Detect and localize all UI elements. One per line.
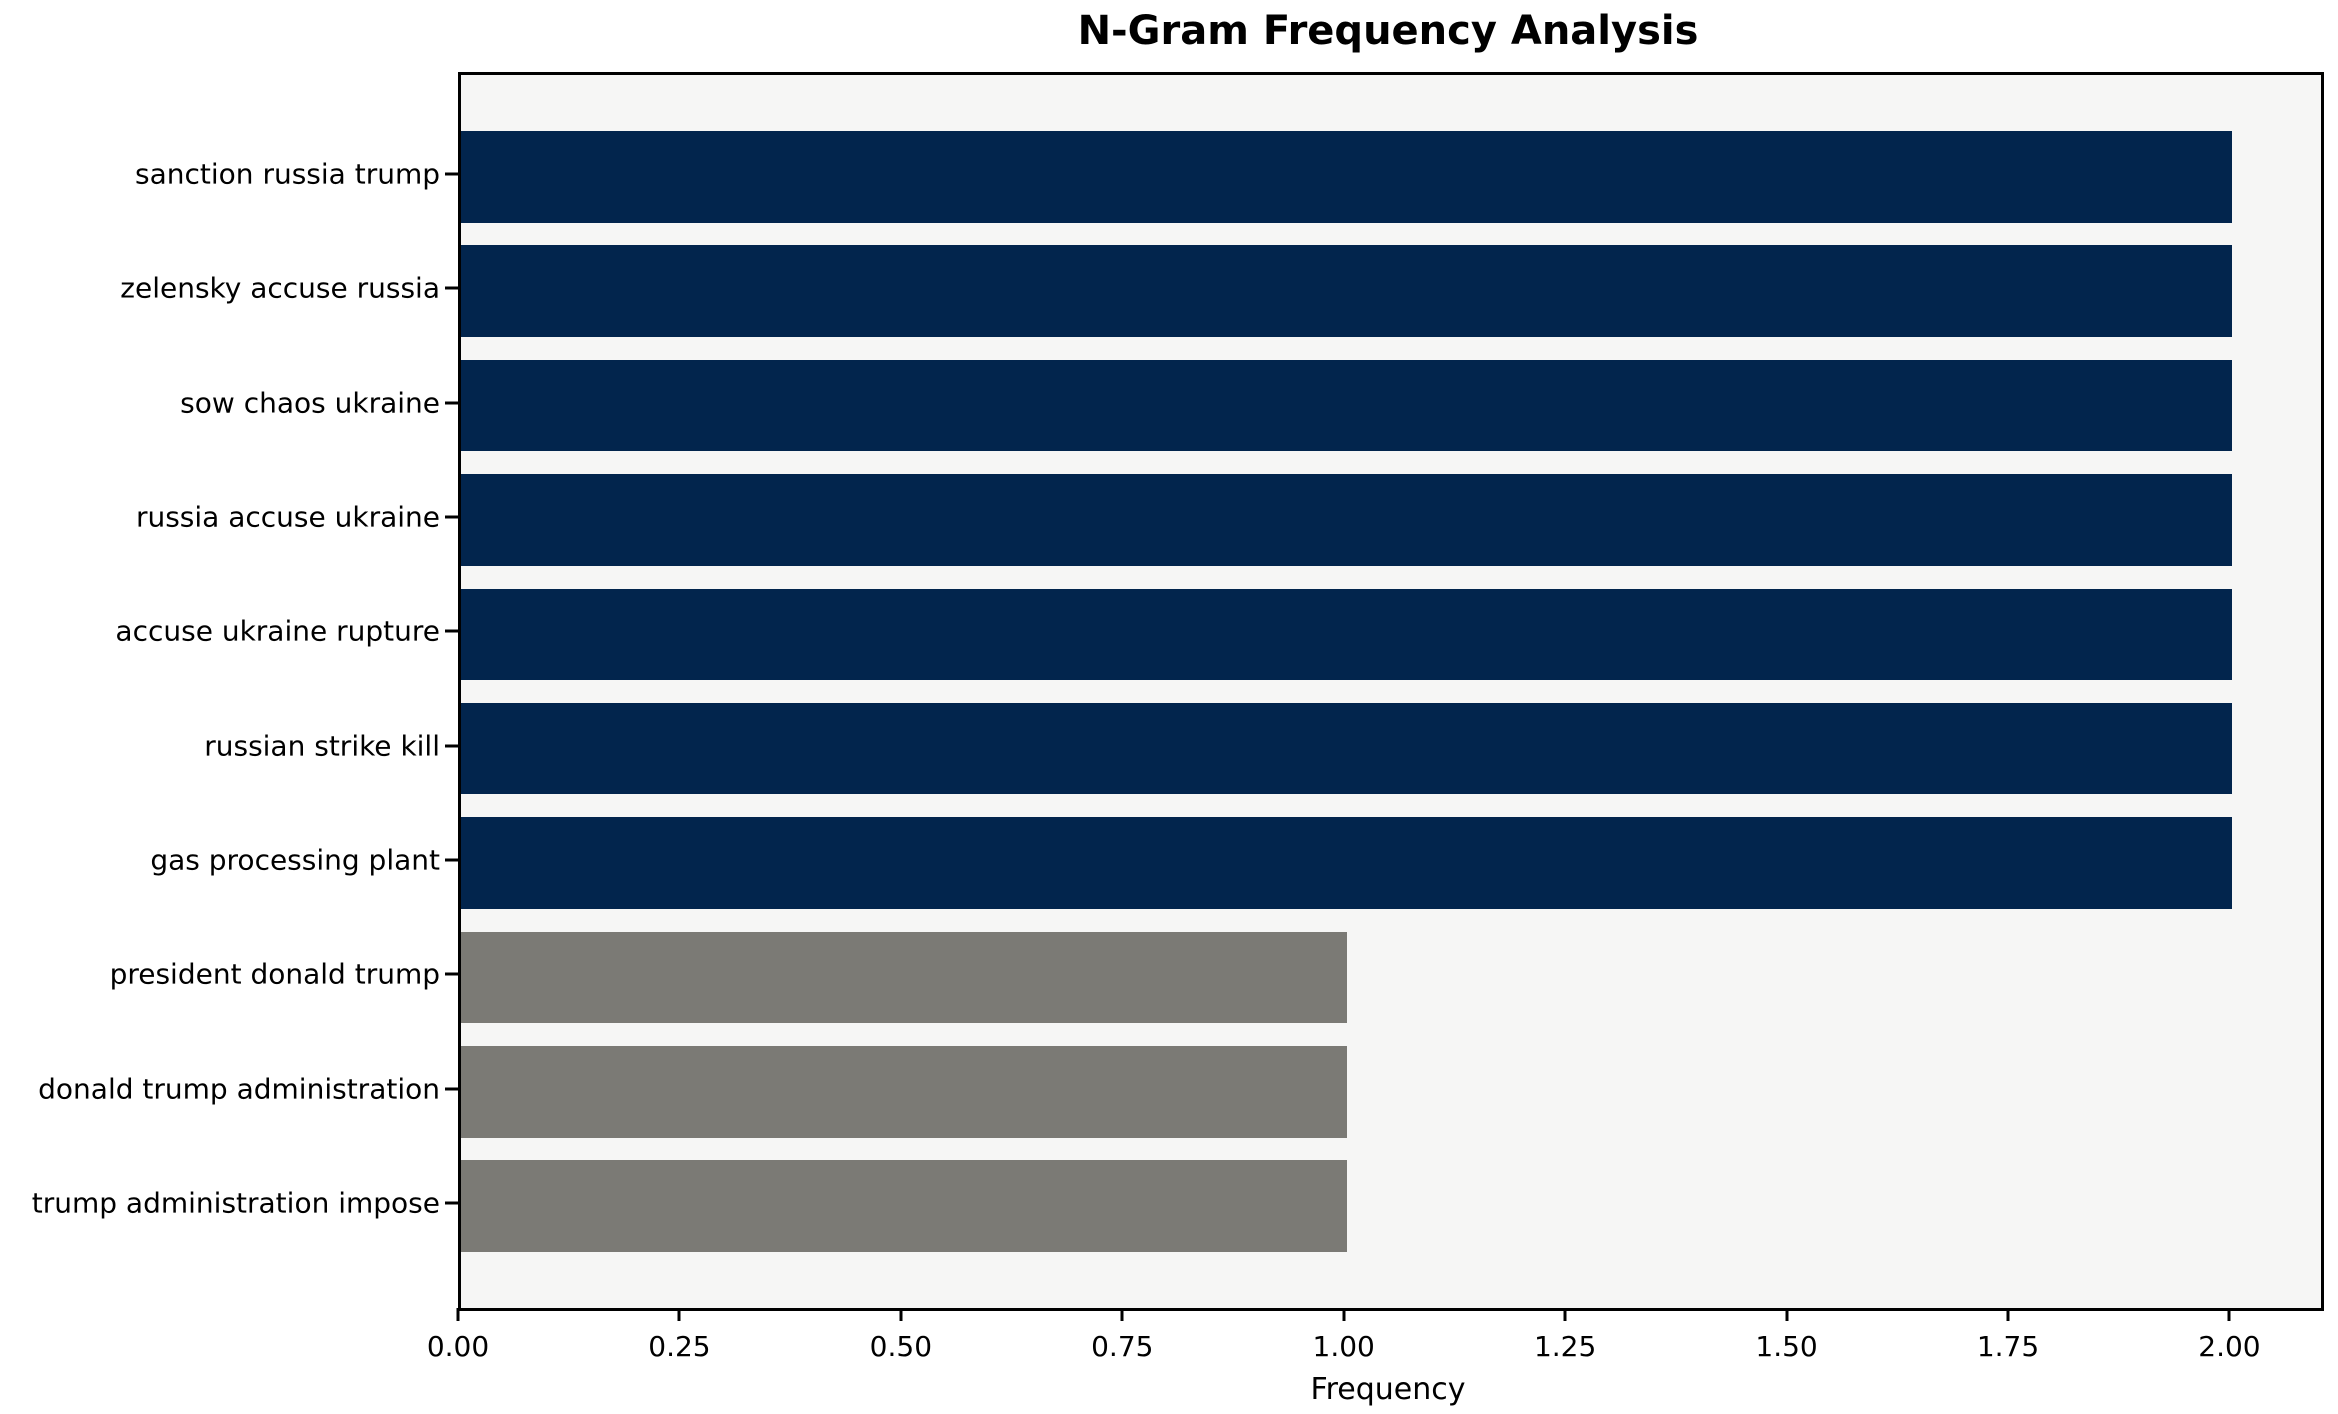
x-tick-mark [1563, 1308, 1567, 1321]
y-tick-label: russia accuse ukraine [135, 500, 440, 534]
bar-accuse-ukraine-rupture [461, 588, 2233, 681]
x-tick-label: 1.25 [1533, 1330, 1597, 1363]
x-tick-label: 0.25 [648, 1330, 711, 1363]
y-tick-label: accuse ukraine rupture [115, 614, 440, 648]
y-tick-mark [445, 629, 458, 633]
x-tick-mark [1785, 1308, 1789, 1321]
x-tick-label: 0.50 [869, 1330, 933, 1363]
x-tick-mark [456, 1308, 460, 1321]
y-tick-label: gas processing plant [150, 843, 440, 877]
y-tick-mark [445, 744, 458, 748]
y-tick-mark [445, 172, 458, 176]
y-tick-mark [445, 858, 458, 862]
y-tick-mark [445, 401, 458, 405]
bar-president-donald-trump [461, 931, 1347, 1024]
y-tick-label: trump administration impose [31, 1186, 440, 1220]
y-tick-label: russian strike kill [204, 729, 440, 763]
x-tick-mark [899, 1308, 903, 1321]
x-tick-label: 2.00 [2198, 1330, 2261, 1363]
y-tick-mark [445, 972, 458, 976]
x-tick-label: 1.75 [1976, 1330, 2040, 1363]
x-tick-label: 1.00 [1312, 1330, 1375, 1363]
y-tick-label: donald trump administration [38, 1072, 440, 1106]
x-tick-mark [2227, 1308, 2231, 1321]
y-tick-label: zelensky accuse russia [120, 271, 440, 305]
x-tick-mark [1120, 1308, 1124, 1321]
chart-title: N-Gram Frequency Analysis [1077, 8, 1699, 54]
y-tick-mark [445, 515, 458, 519]
y-tick-label: sow chaos ukraine [180, 386, 440, 420]
bar-trump-administration-impose [461, 1160, 1347, 1252]
bar-russia-accuse-ukraine [461, 474, 2233, 566]
x-tick-mark [1342, 1308, 1346, 1321]
x-tick-label: 0.75 [1091, 1330, 1154, 1363]
y-tick-mark [445, 286, 458, 290]
y-tick-mark [445, 1201, 458, 1205]
bar-sow-chaos-ukraine [461, 359, 2233, 452]
x-tick-label: 0.00 [426, 1330, 490, 1363]
x-tick-mark [2006, 1308, 2010, 1321]
bar-gas-processing-plant [461, 817, 2233, 909]
plot-area [458, 72, 2324, 1311]
y-tick-label: sanction russia trump [135, 157, 440, 191]
x-tick-mark [677, 1308, 681, 1321]
bar-sanction-russia-trump [461, 131, 2233, 223]
y-tick-mark [445, 1087, 458, 1091]
x-axis-label: Frequency [1310, 1372, 1466, 1407]
bar-donald-trump-administration [461, 1046, 1347, 1138]
bar-russian-strike-kill [461, 702, 2233, 795]
x-tick-label: 1.50 [1755, 1330, 1818, 1363]
y-tick-label: president donald trump [109, 957, 440, 991]
bar-zelensky-accuse-russia [461, 245, 2233, 337]
